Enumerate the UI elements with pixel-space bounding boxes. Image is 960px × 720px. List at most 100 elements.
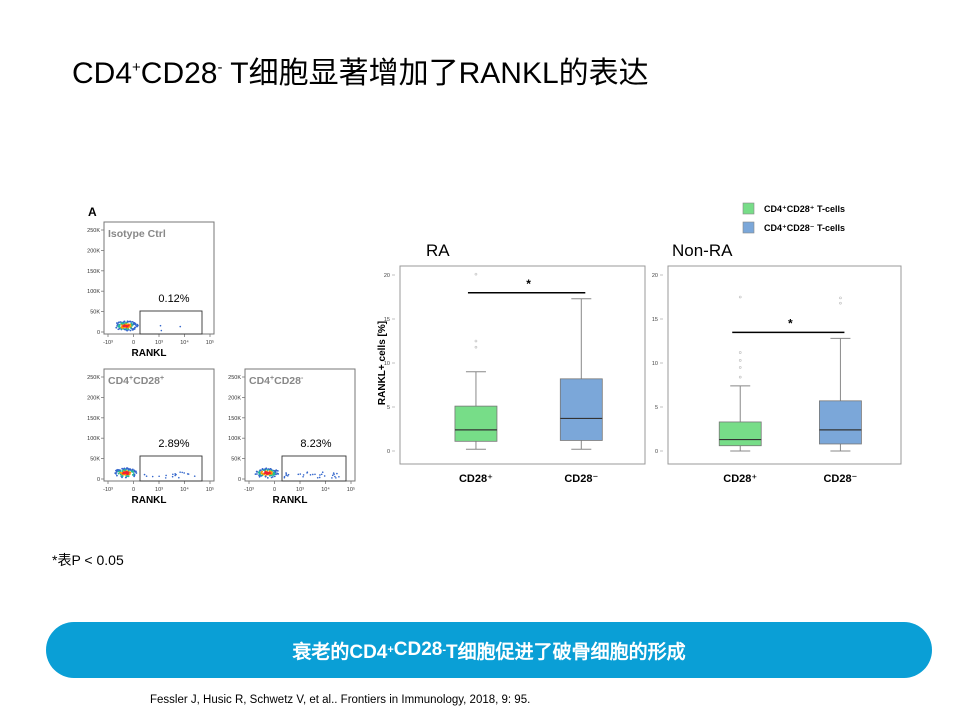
outlier-point — [738, 295, 742, 299]
event-dot — [115, 471, 118, 473]
event-dot — [287, 473, 290, 476]
event-dot — [277, 473, 280, 475]
event-dot — [132, 473, 134, 476]
event-dot — [312, 473, 314, 476]
panel-frame — [399, 265, 646, 465]
event-dot — [335, 477, 337, 479]
event-dot — [126, 329, 129, 332]
legend-swatch — [742, 221, 755, 234]
box-panel: Non-RA 0 5 10 15 20 CD28⁺ CD28⁻ * — [652, 241, 902, 485]
event-dot — [123, 328, 126, 331]
event-dot — [285, 472, 287, 474]
y-tick-label: 5 — [387, 405, 390, 411]
x-tick-label: -10³ — [103, 487, 113, 493]
event-dot — [118, 326, 121, 328]
event-dot — [132, 323, 135, 325]
reference-citation: Fessler J, Husic R, Schwetz V, et al.. F… — [150, 694, 531, 706]
event-dot — [193, 475, 196, 477]
x-tick-label: 0 — [132, 487, 135, 493]
y-tick-label: 250K — [87, 228, 100, 234]
event-dot — [125, 327, 128, 330]
category-label: CD28⁺ — [459, 473, 493, 485]
y-tick-label: 250K — [87, 375, 100, 381]
panel-title: Non-RA — [672, 241, 733, 260]
event-dot — [130, 323, 133, 325]
event-dot — [131, 325, 133, 327]
event-dot — [265, 472, 268, 475]
outlier-point — [474, 272, 478, 276]
y-tick-label: 0 — [387, 449, 390, 455]
x-axis-label: RANKL — [132, 495, 167, 506]
event-dot — [160, 329, 163, 332]
x-tick-label: 0 — [273, 487, 276, 493]
outlier-point — [839, 296, 842, 300]
event-dot — [123, 325, 126, 328]
event-dot — [257, 471, 260, 474]
x-tick-label: 10⁵ — [347, 486, 355, 493]
event-dot — [265, 467, 268, 470]
event-dot — [145, 475, 148, 477]
y-tick-label: 20 — [384, 273, 390, 279]
flow-plot-frame — [103, 368, 215, 482]
box — [718, 295, 762, 452]
event-dot — [178, 476, 180, 479]
event-dot — [275, 473, 277, 476]
box-iqr — [454, 405, 498, 442]
event-dot — [320, 473, 323, 476]
box — [819, 296, 862, 452]
significance-marker: * — [788, 316, 793, 330]
event-dot — [116, 324, 118, 327]
significance-marker: * — [526, 277, 531, 291]
panel-frame — [667, 265, 902, 465]
outlier-point — [474, 339, 478, 343]
event-dot — [268, 474, 271, 477]
significance-note: *表P < 0.05 — [52, 552, 124, 568]
legend-item: CD4⁺CD28⁺ T-cells — [742, 202, 845, 215]
event-dot — [273, 472, 276, 475]
event-dot — [267, 468, 269, 471]
x-tick-label: 10³ — [296, 487, 304, 493]
gate-percent: 2.89% — [158, 438, 189, 450]
x-tick-label: 10⁴ — [180, 486, 189, 493]
event-dot — [126, 321, 129, 323]
event-dot — [318, 476, 321, 479]
event-dot — [125, 470, 128, 473]
event-dot — [275, 469, 278, 472]
event-dot — [126, 325, 129, 327]
event-dot — [266, 476, 269, 479]
y-tick-label: 15 — [384, 317, 390, 323]
event-dot — [338, 475, 340, 478]
event-dot — [283, 475, 286, 478]
event-dot — [179, 471, 181, 473]
event-dot — [124, 469, 127, 471]
event-dot — [264, 475, 267, 478]
plot-label: CD4+CD28+ — [108, 375, 164, 387]
box-panel: RA 0 5 10 15 20 CD28⁺ CD28⁻ * — [384, 241, 646, 485]
event-dot — [116, 323, 119, 326]
legend-label: CD4⁺CD28⁺ T-cells — [764, 204, 845, 214]
y-tick-label: 200K — [87, 248, 100, 254]
event-dot — [120, 475, 123, 477]
category-label: CD28⁺ — [723, 473, 757, 485]
event-dot — [323, 475, 326, 477]
event-dot — [135, 470, 137, 473]
event-dot — [269, 467, 272, 470]
y-tick-label: 10 — [384, 361, 390, 367]
x-tick-label: 10⁵ — [206, 486, 214, 493]
outlier-point — [738, 375, 742, 379]
event-dot — [129, 323, 132, 326]
x-tick-label: 10³ — [155, 340, 163, 346]
event-dot — [116, 474, 118, 477]
event-dot — [261, 468, 264, 471]
gate-percent: 0.12% — [158, 293, 189, 305]
y-tick-label: 0 — [97, 330, 100, 336]
event-dot — [270, 470, 273, 473]
event-dot — [117, 472, 120, 475]
event-dot — [117, 328, 120, 331]
cell-population — [114, 467, 196, 479]
y-tick-label: 100K — [87, 289, 100, 295]
panel-letter: A — [88, 205, 97, 219]
event-dot — [127, 475, 129, 477]
